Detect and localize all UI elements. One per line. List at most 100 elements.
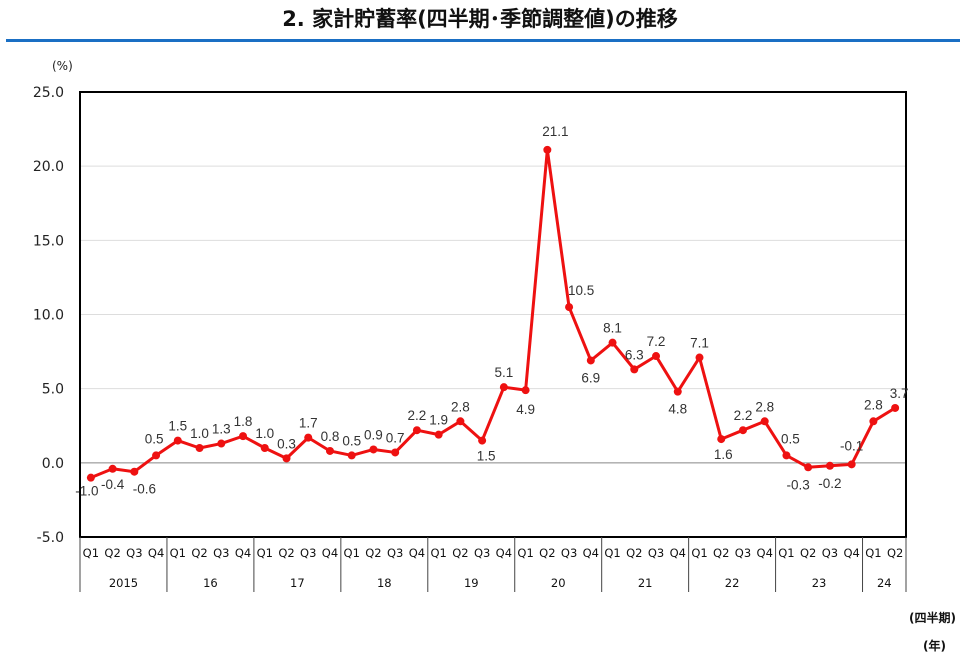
data-point xyxy=(586,356,595,365)
chart-title: 2. 家計貯蓄率(四半期･季節調整値)の推移 xyxy=(282,7,678,31)
data-label: 0.3 xyxy=(277,436,296,451)
data-label: 1.8 xyxy=(234,414,253,429)
year-label: 18 xyxy=(377,576,392,590)
year-label: 17 xyxy=(290,576,305,590)
data-point xyxy=(369,445,378,454)
data-label: 2.2 xyxy=(408,408,427,423)
y-tick-label: 5.0 xyxy=(42,382,64,398)
data-point xyxy=(173,436,182,445)
data-label: 1.7 xyxy=(299,416,318,431)
data-label: 2.2 xyxy=(734,408,753,423)
data-point xyxy=(608,338,617,347)
data-point xyxy=(195,444,204,452)
data-point xyxy=(804,463,813,472)
data-point xyxy=(304,433,313,442)
year-label: 19 xyxy=(464,576,479,590)
quarter-label: Q4 xyxy=(757,546,773,560)
data-point xyxy=(152,451,161,460)
data-label: 8.1 xyxy=(603,321,622,336)
y-tick-label: 20.0 xyxy=(33,159,64,175)
y-tick-label: 0.0 xyxy=(42,456,64,472)
data-point xyxy=(738,426,747,435)
data-label: -0.6 xyxy=(133,482,156,497)
data-label: 2.8 xyxy=(451,399,470,414)
data-label: -0.1 xyxy=(840,438,863,453)
data-point xyxy=(130,467,139,476)
data-point xyxy=(239,432,248,441)
quarter-label: Q1 xyxy=(865,546,881,560)
quarter-label: Q1 xyxy=(604,546,620,560)
data-label: -0.3 xyxy=(787,477,810,492)
quarter-label: Q1 xyxy=(344,546,360,560)
data-label: 2.8 xyxy=(864,397,883,412)
y-tick-label: 10.0 xyxy=(33,308,64,324)
quarter-label: Q3 xyxy=(735,546,751,560)
data-label: 4.9 xyxy=(516,402,535,417)
y-tick-label: 15.0 xyxy=(33,233,64,249)
data-label: 1.9 xyxy=(429,413,448,428)
quarter-label: Q2 xyxy=(278,546,294,560)
data-point xyxy=(825,461,834,470)
data-point xyxy=(869,417,878,426)
quarter-label: Q3 xyxy=(387,546,403,560)
data-label: -0.4 xyxy=(101,477,125,492)
data-label: 0.7 xyxy=(386,430,405,445)
data-label: 4.8 xyxy=(668,402,687,417)
data-label: 10.5 xyxy=(568,283,594,298)
data-label: 0.5 xyxy=(342,433,361,448)
quarter-label: Q2 xyxy=(365,546,381,560)
quarter-label: Q2 xyxy=(713,546,729,560)
year-label: 16 xyxy=(203,576,218,590)
data-label: 1.0 xyxy=(255,426,274,441)
x-unit-year: (年) xyxy=(923,638,946,653)
quarter-label: Q1 xyxy=(83,546,99,560)
data-label: 5.1 xyxy=(494,365,513,380)
data-label: 7.2 xyxy=(647,334,666,349)
quarter-label: Q2 xyxy=(452,546,468,560)
quarter-label: Q3 xyxy=(126,546,142,560)
data-label: 3.7 xyxy=(890,386,909,401)
data-point xyxy=(325,446,334,455)
year-label: 23 xyxy=(812,576,827,590)
data-label: 6.9 xyxy=(581,370,600,385)
data-label: 2.8 xyxy=(755,399,774,414)
y-unit-label: (%) xyxy=(52,59,73,73)
data-label: 1.6 xyxy=(714,447,733,462)
y-tick-label: -5.0 xyxy=(37,530,64,546)
quarter-label: Q1 xyxy=(778,546,794,560)
data-point xyxy=(478,436,487,445)
data-label: 0.9 xyxy=(364,427,383,442)
data-label: 0.8 xyxy=(321,429,340,444)
data-point xyxy=(412,426,421,435)
data-label: 1.0 xyxy=(190,426,209,441)
data-point xyxy=(565,303,574,312)
data-point xyxy=(217,439,226,448)
data-label: 0.5 xyxy=(145,431,164,446)
data-point xyxy=(347,451,356,460)
data-point xyxy=(847,460,856,469)
data-point xyxy=(543,145,552,154)
x-unit-quarter: (四半期) xyxy=(909,610,956,625)
year-label: 24 xyxy=(877,576,892,590)
data-point xyxy=(456,417,465,426)
data-label: -1.0 xyxy=(75,484,98,499)
data-label: 1.5 xyxy=(168,419,187,434)
quarter-label: Q1 xyxy=(430,546,446,560)
quarter-label: Q2 xyxy=(104,546,120,560)
quarter-label: Q3 xyxy=(213,546,229,560)
quarter-label: Q4 xyxy=(583,546,599,560)
quarter-label: Q1 xyxy=(257,546,273,560)
quarter-label: Q3 xyxy=(300,546,316,560)
plot-frame xyxy=(79,91,907,538)
quarter-label: Q4 xyxy=(148,546,164,560)
data-point xyxy=(891,403,900,412)
quarter-label: Q3 xyxy=(648,546,664,560)
quarter-label: Q1 xyxy=(517,546,533,560)
data-point xyxy=(434,430,443,439)
quarter-label: Q2 xyxy=(191,546,207,560)
year-label: 20 xyxy=(551,576,566,590)
data-label: -0.2 xyxy=(818,476,841,491)
quarter-label: Q1 xyxy=(691,546,707,560)
y-tick-label: 25.0 xyxy=(33,85,64,101)
data-point xyxy=(282,454,291,463)
